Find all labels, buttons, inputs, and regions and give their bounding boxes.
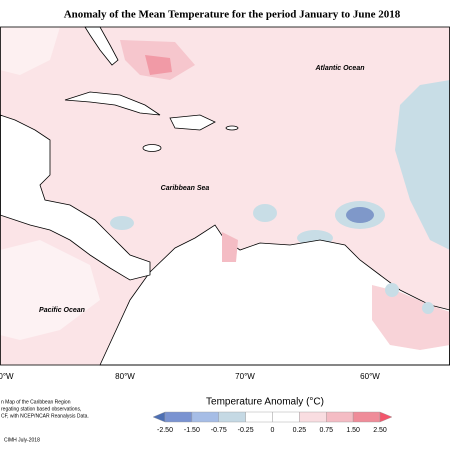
- colorbar-segment: [379, 411, 393, 423]
- anomaly-patch: [372, 285, 450, 350]
- anomaly-patch: [222, 232, 238, 262]
- longitude-label: 80°W: [115, 372, 135, 381]
- colorbar-tick-label: 1.50: [346, 427, 360, 434]
- ocean-label: Pacific Ocean: [39, 307, 85, 314]
- anomaly-patch: [422, 302, 434, 314]
- colorbar-segment: [218, 411, 246, 423]
- colorbar-segment: [152, 411, 166, 423]
- ocean-label: Atlantic Ocean: [314, 65, 364, 72]
- puerto-rico: [225, 125, 239, 131]
- colorbar-segment: [272, 411, 300, 423]
- anomaly-patch: [0, 240, 100, 340]
- anomaly-patch: [346, 207, 374, 223]
- colorbar: Temperature Anomaly (°C) -2.50 -1.50 -0.75…: [152, 397, 393, 434]
- footnote-line: regating station based observations,: [1, 406, 81, 412]
- anomaly-patch: [395, 80, 450, 250]
- longitude-labels: 0°W 80°W 70°W 60°W: [0, 372, 380, 381]
- jamaica: [142, 144, 162, 152]
- colorbar-tick-label: 0.25: [293, 427, 307, 434]
- colorbar-segment: [326, 411, 354, 423]
- central-america: [0, 114, 151, 281]
- anomaly-patch: [0, 27, 60, 75]
- colorbar-tick-label: 2.50: [373, 427, 387, 434]
- anomaly-patch: [145, 55, 172, 75]
- hispaniola: [169, 114, 216, 131]
- colorbar-segment: [164, 411, 193, 423]
- colorbar-segment: [352, 411, 381, 423]
- footnote-line: CF, with NCEP/NCAR Reanalysis Data.: [1, 413, 89, 419]
- footnote-line: n Map of the Caribbean Region: [1, 399, 71, 405]
- colorbar-title: Temperature Anomaly (°C): [206, 397, 324, 408]
- colorbar-tick-label: 0.75: [319, 427, 333, 434]
- colorbar-tick-label: -0.75: [211, 427, 227, 434]
- map: Atlantic Ocean Caribbean Sea Pacific Oce…: [0, 26, 450, 366]
- colorbar-tick-label: 0: [271, 427, 275, 434]
- anomaly-patch: [385, 283, 399, 297]
- anomaly-patch: [110, 216, 134, 230]
- colorbar-tick-label: -0.25: [238, 427, 254, 434]
- colorbar-segment: [299, 411, 327, 423]
- title: Anomaly of the Mean Temperature for the …: [64, 9, 401, 21]
- ocean-label: Caribbean Sea: [161, 185, 210, 192]
- cuba: [64, 91, 161, 116]
- colorbar-tick-label: -2.50: [157, 427, 173, 434]
- longitude-label: 0°W: [0, 372, 14, 381]
- florida: [84, 26, 119, 66]
- credit: CIMH July-2018: [4, 437, 40, 443]
- colorbar-tick-label: -1.50: [184, 427, 200, 434]
- longitude-label: 60°W: [360, 372, 380, 381]
- longitude-label: 70°W: [235, 372, 255, 381]
- colorbar-segment: [245, 411, 273, 423]
- colorbar-segment: [191, 411, 219, 423]
- anomaly-patch: [253, 204, 277, 222]
